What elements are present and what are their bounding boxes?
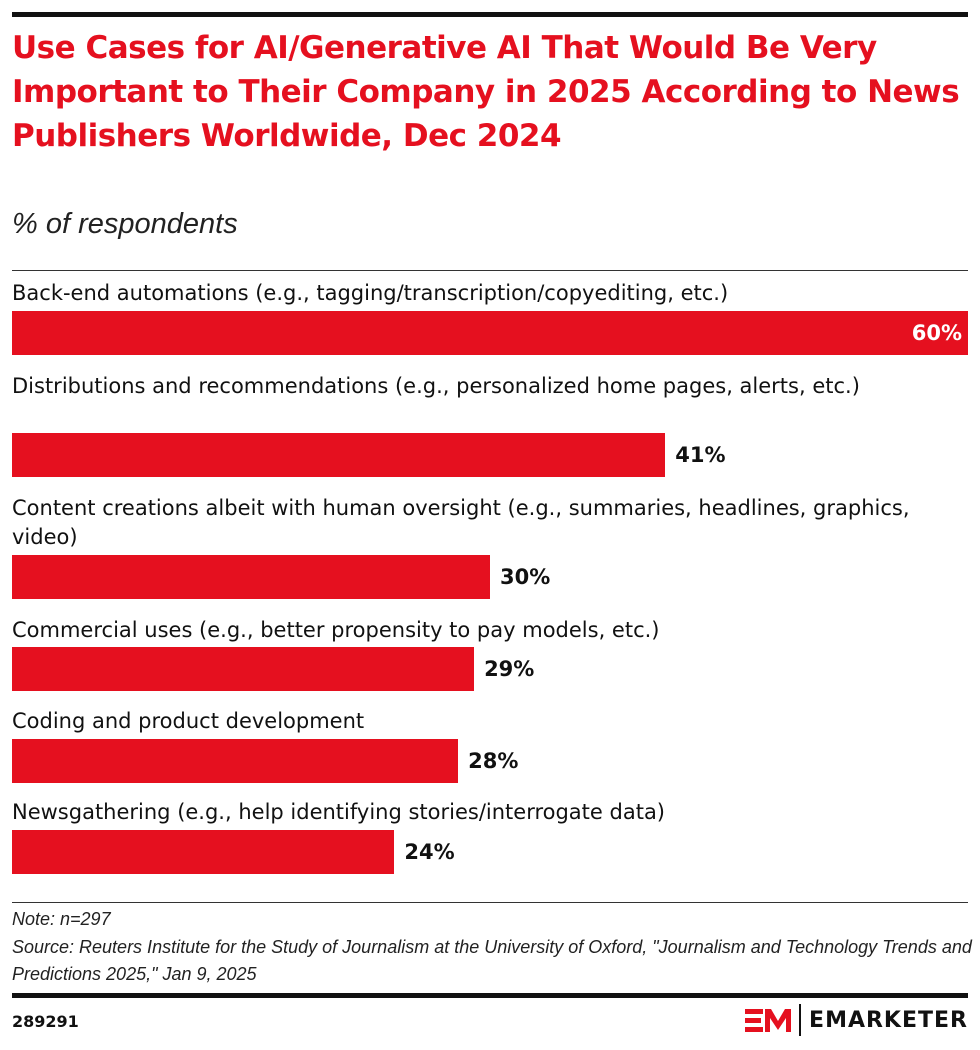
category-label: Commercial uses (e.g., better propensity… — [12, 618, 660, 642]
emarketer-logo: EMARKETER — [745, 1004, 968, 1036]
top-rule — [12, 12, 968, 17]
em-logo-icon — [745, 1009, 792, 1032]
value-label: 30% — [500, 565, 551, 589]
divider — [12, 902, 968, 903]
value-label: 29% — [484, 657, 535, 681]
category-label: Distributions and recommendations (e.g.,… — [12, 374, 860, 398]
source: Source: Reuters Institute for the Study … — [12, 937, 972, 984]
logo-divider — [799, 1004, 802, 1036]
divider — [12, 270, 968, 271]
value-label: 41% — [675, 443, 726, 467]
bar — [12, 555, 490, 599]
brand-name: EMARKETER — [809, 1007, 968, 1033]
bar — [12, 830, 395, 874]
value-label: 60% — [911, 321, 962, 345]
value-label: 28% — [468, 749, 519, 773]
value-label: 24% — [404, 840, 455, 864]
category-label: Back-end automations (e.g., tagging/tran… — [12, 281, 729, 305]
chart-subtitle: % of respondents — [12, 208, 238, 240]
category-label: Newsgathering (e.g., help identifying st… — [12, 800, 665, 824]
category-label: Content creations albeit with human over… — [12, 496, 910, 549]
bar — [12, 647, 475, 691]
note: Note: n=297 — [12, 909, 111, 929]
chart-title: Use Cases for AI/Generative AI That Woul… — [12, 30, 960, 154]
bar — [12, 433, 666, 477]
chart-id: 289291 — [12, 1012, 79, 1031]
bar — [12, 739, 459, 783]
category-label: Coding and product development — [12, 709, 365, 733]
bottom-rule — [12, 993, 968, 998]
bar — [12, 311, 968, 355]
